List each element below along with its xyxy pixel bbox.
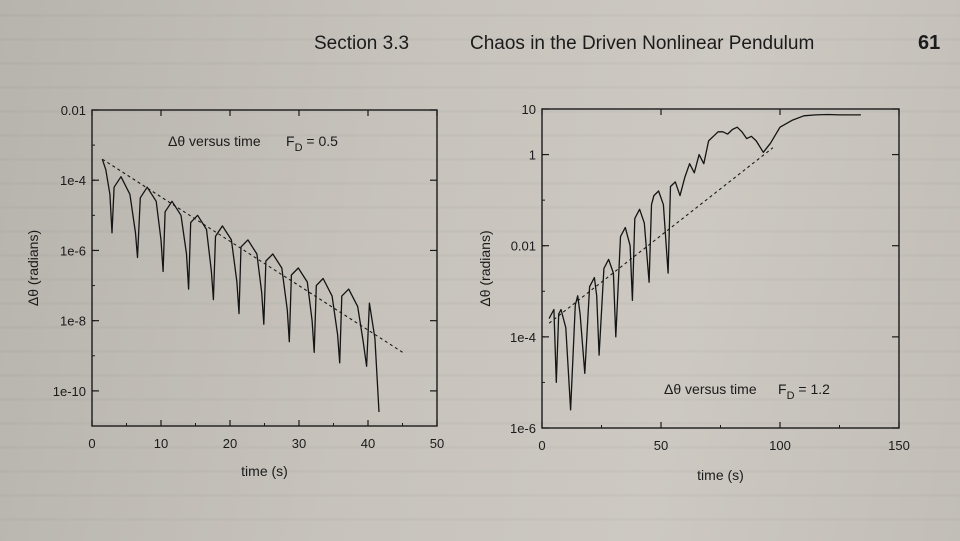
section-number: Section 3.3 [314, 33, 410, 54]
y-tick-label: 1e-4 [60, 173, 86, 188]
y-tick-label: 1e-4 [510, 330, 536, 345]
fd-subscript: D [295, 142, 303, 154]
x-tick-label: 150 [888, 438, 910, 453]
y-tick-label: 1e-10 [53, 384, 86, 399]
y-tick-label: 0.01 [511, 239, 536, 254]
fd-value: = 0.5 [303, 133, 339, 149]
page-number: 61 [918, 32, 941, 54]
chart-left-fd-0.5: 0 10 20 30 40 50 0.01 1e-4 1e-6 1e-8 1e-10 time (s)… [25, 103, 444, 479]
x-tick-label: 10 [154, 436, 168, 451]
y-axis-label: Δθ (radians) [25, 230, 41, 306]
x-tick-label: 100 [769, 438, 791, 453]
x-tick-label: 0 [538, 438, 545, 453]
page-header: Section 3.3 Chaos in the Driven Nonlinea… [0, 30, 960, 60]
plot-frame [91, 109, 438, 427]
data-series-line [548, 113, 861, 411]
y-tick-label: 1e-8 [60, 314, 86, 329]
fd-subscript: D [787, 390, 795, 402]
y-tick-label: 10 [522, 102, 536, 117]
x-tick-label: 30 [292, 436, 306, 451]
x-axis-label: time (s) [241, 463, 288, 479]
plot-annotation: Δθ versus time [168, 133, 261, 149]
x-tick-label: 40 [361, 436, 375, 451]
x-tick-label: 50 [654, 438, 668, 453]
fd-value: = 1.2 [795, 381, 831, 397]
chart-right-fd-1.2: 0 50 100 150 10 1 0.01 1e-4 1e-6 time (s) Δθ (radi… [477, 102, 910, 483]
fd-symbol: F [286, 133, 295, 149]
plot-annotation: Δθ versus time [664, 381, 757, 397]
y-tick-label: 1e-6 [60, 243, 86, 258]
x-tick-label: 20 [223, 436, 237, 451]
exponential-fit-line [548, 147, 774, 324]
driving-force-label: FD = 0.5 [286, 133, 338, 154]
y-tick-label: 1 [529, 148, 536, 163]
x-axis-label: time (s) [697, 467, 744, 483]
driving-force-label: FD = 1.2 [778, 381, 830, 402]
y-tick-label: 0.01 [61, 103, 86, 118]
y-tick-label: 1e-6 [510, 421, 536, 436]
data-series-line [101, 158, 380, 413]
y-axis-label: Δθ (radians) [477, 230, 493, 306]
chapter-title: Chaos in the Driven Nonlinear Pendulum [470, 33, 815, 54]
x-tick-label: 0 [88, 436, 95, 451]
fd-symbol: F [778, 381, 787, 397]
x-tick-label: 50 [430, 436, 444, 451]
